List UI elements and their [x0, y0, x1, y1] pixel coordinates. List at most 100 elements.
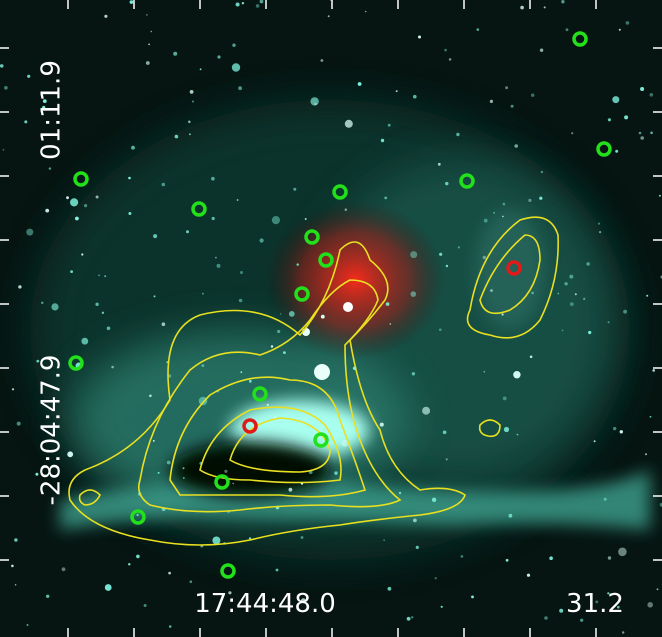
- star: [98, 275, 100, 277]
- star: [168, 572, 171, 575]
- star: [260, 238, 264, 242]
- sky-image: 01:11.9 -28:04:47.9 17:44:48.0 31.2: [0, 0, 662, 637]
- star: [70, 198, 78, 206]
- star: [657, 588, 659, 590]
- star: [624, 115, 628, 119]
- star: [239, 299, 243, 303]
- star: [407, 617, 411, 621]
- star: [544, 616, 548, 620]
- star: [189, 133, 191, 135]
- star: [503, 203, 506, 206]
- star: [514, 144, 518, 148]
- star: [549, 556, 553, 560]
- star: [530, 356, 533, 359]
- star: [305, 218, 307, 220]
- star: [527, 574, 530, 577]
- star: [27, 624, 29, 626]
- star: [490, 100, 493, 103]
- star: [575, 293, 577, 295]
- star: [51, 303, 58, 310]
- star: [443, 431, 447, 435]
- star: [272, 216, 280, 224]
- y-label: 01:11.9: [37, 60, 67, 160]
- star: [314, 103, 316, 105]
- star: [11, 565, 14, 568]
- star: [49, 167, 51, 169]
- star: [242, 2, 244, 4]
- star: [271, 345, 273, 347]
- star: [224, 470, 227, 473]
- star: [647, 602, 653, 608]
- star: [183, 477, 185, 479]
- star: [158, 472, 160, 474]
- star: [321, 59, 324, 62]
- star: [505, 86, 508, 89]
- star: [240, 371, 242, 373]
- star: [461, 555, 464, 558]
- star: [46, 595, 49, 598]
- star: [188, 121, 191, 124]
- star: [81, 253, 83, 255]
- star: [190, 90, 194, 94]
- star: [41, 302, 43, 304]
- star: [390, 323, 392, 325]
- star: [645, 453, 647, 455]
- star: [541, 171, 543, 173]
- star: [334, 471, 337, 474]
- y-label: -28:04:47.9: [37, 355, 67, 506]
- star: [506, 559, 509, 562]
- star: [345, 120, 353, 128]
- star: [439, 328, 442, 331]
- star: [388, 124, 391, 127]
- star: [328, 15, 330, 17]
- star: [131, 146, 135, 150]
- star: [84, 204, 87, 207]
- star: [70, 270, 73, 273]
- star: [539, 197, 542, 200]
- star: [570, 302, 574, 306]
- star: [162, 322, 166, 326]
- star: [380, 423, 384, 427]
- star: [297, 263, 299, 265]
- star: [267, 404, 269, 406]
- star: [608, 118, 611, 121]
- star: [504, 427, 509, 432]
- star: [608, 321, 610, 323]
- star: [104, 15, 107, 18]
- star: [111, 366, 114, 369]
- star: [388, 587, 392, 591]
- star: [283, 351, 286, 354]
- star: [652, 369, 655, 372]
- star: [439, 253, 442, 256]
- star: [280, 313, 282, 315]
- star: [566, 28, 569, 31]
- star: [24, 120, 27, 123]
- star: [186, 230, 189, 233]
- star: [444, 49, 447, 52]
- star: [136, 514, 138, 516]
- star: [599, 231, 601, 233]
- star: [502, 216, 504, 218]
- star: [26, 229, 33, 236]
- star: [650, 132, 653, 135]
- star: [149, 395, 152, 398]
- star: [493, 212, 495, 214]
- star: [18, 285, 21, 288]
- star: [128, 563, 130, 565]
- star: [67, 451, 73, 457]
- star: [586, 262, 590, 266]
- star: [81, 338, 88, 345]
- star: [438, 163, 441, 166]
- star: [411, 291, 417, 297]
- star: [104, 275, 106, 277]
- star: [0, 64, 4, 68]
- star: [646, 295, 648, 297]
- star: [640, 136, 644, 140]
- x-label: 17:44:48.0: [194, 589, 336, 619]
- star: [212, 537, 220, 545]
- star: [45, 209, 49, 213]
- star: [192, 101, 194, 103]
- star: [531, 292, 534, 295]
- star: [513, 371, 520, 378]
- star: [95, 303, 98, 306]
